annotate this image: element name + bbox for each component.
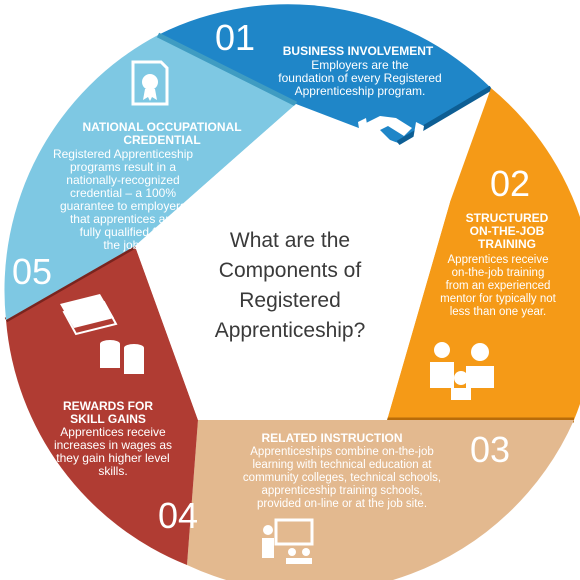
segment-05-text-line: nationally-recognized bbox=[66, 173, 180, 187]
segment-04-text-line: they gain higher level bbox=[56, 451, 170, 465]
segment-02-text-line: Apprentices receive bbox=[447, 254, 549, 266]
mentor-people-icon bbox=[430, 342, 494, 400]
segment-03-text-line: Apprenticeships combine on-the-job bbox=[250, 446, 434, 458]
segment-05-text-line: Registered Apprenticeship bbox=[52, 147, 194, 161]
segment-03-text-line: apprenticeship training schools, bbox=[261, 485, 423, 497]
segment-05-title: NATIONAL OCCUPATIONAL CREDENTIAL bbox=[64, 121, 260, 147]
segment-02-text-line: from an experienced bbox=[445, 280, 551, 292]
segment-03-title: RELATED INSTRUCTION bbox=[261, 431, 403, 445]
segment-02-number: 02 bbox=[490, 163, 531, 204]
segment-01-text-line: Employers are the bbox=[311, 58, 409, 72]
segment-02-title-line: TRAINING bbox=[478, 237, 536, 251]
segment-04-title-line: REWARDS FOR bbox=[63, 399, 153, 413]
segment-05-title-line: CREDENTIAL bbox=[123, 133, 201, 147]
segment-01-business-involvement bbox=[158, 4, 491, 143]
segment-04-text-line: increases in wages as bbox=[53, 438, 173, 452]
segment-03-related-instruction bbox=[187, 420, 574, 580]
segment-03-text-line: learning with technical education at bbox=[252, 459, 432, 471]
segment-04-text: Apprentices receive increases in wages a… bbox=[44, 426, 182, 478]
segment-05-text-line: guarantee to employers bbox=[59, 199, 187, 213]
segment-02-title: STRUCTURED ON-THE-JOB TRAINING bbox=[452, 212, 562, 251]
segment-05-text-line: programs result in a bbox=[69, 160, 177, 174]
center-title-line: Components of bbox=[218, 259, 362, 282]
segment-05-text-line: the job. bbox=[103, 238, 143, 252]
center-title-line: Registered bbox=[239, 289, 341, 312]
segment-03-number: 03 bbox=[470, 429, 511, 470]
segment-05-text-line: that apprentices are bbox=[69, 212, 177, 226]
center-pentagon bbox=[135, 104, 450, 420]
segment-02-title-line: ON-THE-JOB bbox=[469, 224, 545, 238]
segment-03-text: Apprenticeships combine on-the-job learn… bbox=[222, 446, 462, 511]
segment-02-text-line: less than one year. bbox=[449, 306, 547, 318]
segment-04-text-line: Apprentices receive bbox=[60, 425, 166, 439]
center-title-line: What are the bbox=[229, 229, 351, 252]
segment-05-text-line: credential – a 100% bbox=[69, 186, 177, 200]
money-stack-icon bbox=[60, 294, 144, 374]
segment-02-text-line: on-the-job training bbox=[451, 267, 545, 279]
segment-05-text-line: fully qualified for bbox=[79, 225, 167, 239]
segment-02-text: Apprentices receive on-the-job training … bbox=[424, 254, 572, 319]
segment-01-text: Employers are the foundation of every Re… bbox=[252, 59, 468, 98]
segment-03-text-line: provided on-line or at the job site. bbox=[256, 498, 428, 510]
classroom-teacher-icon bbox=[262, 518, 314, 564]
segment-02-title-line: STRUCTURED bbox=[465, 211, 549, 225]
segment-03-text-line: community colleges, technical schools, bbox=[242, 472, 442, 484]
segment-02-structured-training bbox=[387, 88, 580, 420]
segment-01-number: 01 bbox=[215, 17, 256, 58]
segment-04-rewards bbox=[6, 246, 198, 565]
segment-05-number: 05 bbox=[12, 251, 53, 292]
center-title: What are the Components of Registered Ap… bbox=[200, 226, 380, 346]
segment-05-title-line: NATIONAL OCCUPATIONAL bbox=[82, 120, 242, 134]
handshake-icon bbox=[358, 116, 424, 156]
segment-01-title: BUSINESS INVOLVEMENT bbox=[282, 44, 434, 58]
certificate-icon bbox=[131, 60, 169, 106]
segment-04-title: REWARDS FOR SKILL GAINS bbox=[52, 400, 164, 426]
segment-05-text: Registered Apprenticeship programs resul… bbox=[38, 148, 208, 252]
segment-04-title-line: SKILL GAINS bbox=[70, 412, 146, 426]
segment-01-text-line: Apprenticeship program. bbox=[294, 84, 426, 98]
segment-04-text-line: skills. bbox=[98, 464, 128, 478]
segment-02-text-line: mentor for typically not bbox=[440, 293, 556, 305]
segment-01-text-line: foundation of every Registered bbox=[278, 71, 442, 85]
segment-04-number: 04 bbox=[158, 495, 199, 536]
segment-05-credential bbox=[4, 35, 297, 320]
center-title-line: Apprenticeship? bbox=[214, 319, 366, 342]
